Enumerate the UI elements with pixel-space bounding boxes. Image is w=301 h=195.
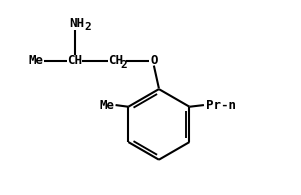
Text: CH: CH xyxy=(67,54,82,67)
Text: Me: Me xyxy=(29,54,44,67)
Text: NH: NH xyxy=(69,17,84,30)
Text: 2: 2 xyxy=(120,60,127,70)
Text: O: O xyxy=(150,54,158,67)
Text: Pr-n: Pr-n xyxy=(206,98,236,112)
Text: 2: 2 xyxy=(84,22,91,32)
Text: Me: Me xyxy=(100,98,115,112)
Text: CH: CH xyxy=(108,54,123,67)
